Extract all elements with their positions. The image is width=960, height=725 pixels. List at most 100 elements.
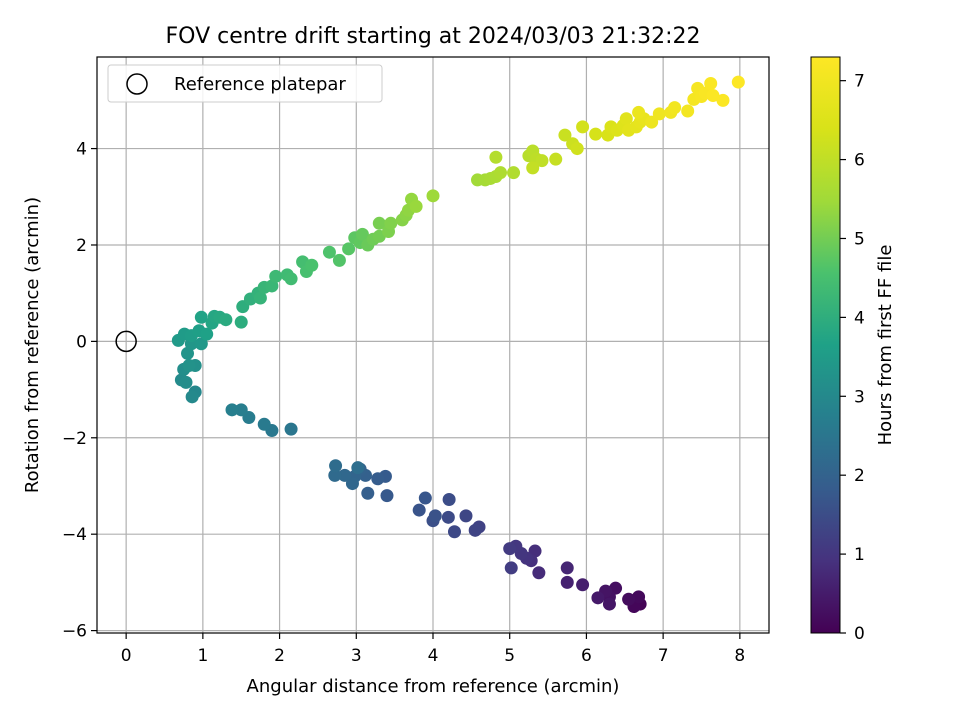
colorbar [810,56,841,634]
data-point [681,104,695,118]
colorbar-tick-label: 0 [854,624,865,644]
data-point [489,150,503,164]
colorbar-tick-label: 5 [854,229,865,249]
data-point [622,592,636,606]
x-tick-label: 2 [274,646,285,666]
data-point [468,523,482,537]
x-tick-label: 6 [581,646,592,666]
data-point [602,597,616,611]
data-point [428,509,442,523]
data-point [645,115,659,129]
colorbar-tick-label: 3 [854,387,865,407]
data-point [558,128,572,142]
data-point [194,337,208,351]
grid-lines [97,57,769,633]
x-tick-label: 0 [121,646,132,666]
colorbar-ticks: 0 1 2 3 4 5 6 7 [840,72,865,644]
data-point [219,313,233,327]
data-point [632,590,646,604]
data-point [503,542,517,556]
data-point [591,591,605,605]
data-point [507,166,521,180]
data-point [322,245,336,259]
y-axis-ticks: −6 −4 −2 0 2 4 [62,140,97,642]
data-point [560,575,574,589]
data-point [442,492,456,506]
x-axis-label: Angular distance from reference (arcmin) [247,676,620,697]
data-point [589,127,603,141]
data-point [570,142,584,156]
data-point [731,75,745,89]
data-points [171,75,745,613]
x-tick-label: 7 [658,646,669,666]
data-point [234,315,248,329]
x-tick-label: 8 [734,646,745,666]
y-tick-label: 0 [76,332,87,352]
data-point [560,561,574,575]
data-point [412,503,426,517]
data-point [179,375,193,389]
data-point [355,227,369,241]
legend-box [107,64,383,103]
x-tick-label: 1 [197,646,208,666]
legend-marker-icon [126,73,148,95]
data-point [351,461,365,475]
data-point [372,216,386,230]
colorbar-tick-label: 6 [854,151,865,171]
data-point [652,107,666,121]
data-point [632,105,646,119]
x-axis-ticks: 0 1 2 3 4 5 6 7 8 [121,633,745,666]
y-tick-label: −2 [62,429,87,449]
colorbar-tick-label: 2 [854,466,865,486]
data-point [284,272,298,286]
data-point [576,578,590,592]
data-point [194,310,208,324]
y-tick-label: 4 [76,140,87,160]
data-point [371,472,385,486]
x-tick-label: 5 [504,646,515,666]
data-point [535,154,549,168]
x-tick-label: 3 [351,646,362,666]
reference-platepar-marker [115,330,137,353]
data-point [447,525,461,539]
data-point [549,152,563,166]
data-point [328,468,342,482]
data-point [532,566,546,580]
data-point [380,489,394,503]
data-point [305,258,319,272]
data-point [716,93,730,107]
data-point [409,199,423,213]
legend-entry-label: Reference platepar [174,74,346,95]
data-point [345,477,359,491]
chart-title: FOV centre drift starting at 2024/03/03 … [166,24,701,49]
data-point [459,509,473,523]
data-point [182,358,196,372]
data-point [329,459,343,473]
y-tick-label: −4 [62,525,87,545]
data-point [706,89,720,103]
data-point [225,403,239,417]
legend: Reference platepar [107,64,383,103]
data-point [418,491,432,505]
colorbar-tick-label: 1 [854,545,865,565]
data-point [342,242,356,256]
data-point [361,486,375,500]
data-point [253,291,267,305]
x-tick-label: 4 [428,646,439,666]
data-point [284,422,298,436]
y-tick-label: 2 [76,236,87,256]
data-point [185,390,199,404]
data-point [526,161,540,175]
data-point [494,166,508,180]
data-point [338,468,352,482]
data-point [668,101,682,115]
colorbar-label: Hours from first FF file [875,245,896,446]
data-point [269,269,283,283]
y-tick-label: −6 [62,622,87,642]
data-point [200,327,214,341]
data-point [426,189,440,203]
colorbar-tick-label: 4 [854,308,865,328]
colorbar-tick-label: 7 [854,72,865,92]
